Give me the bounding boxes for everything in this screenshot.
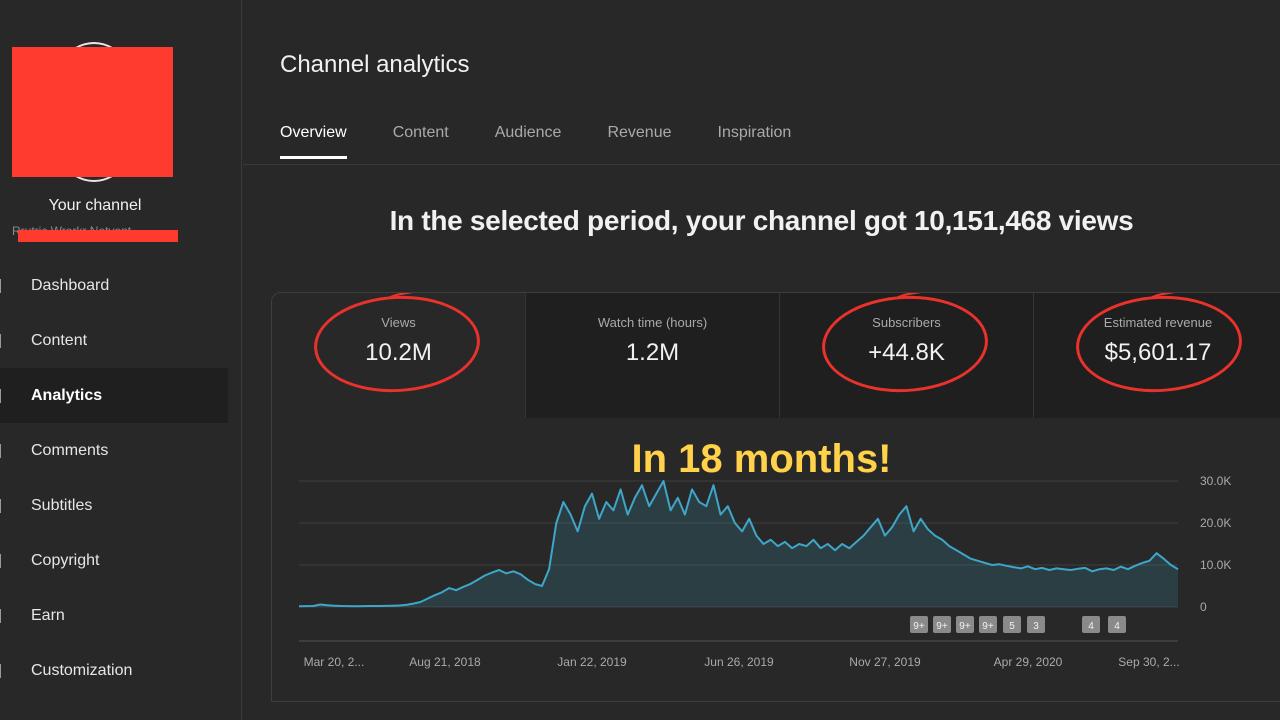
sidebar-item-label: Dashboard: [31, 276, 110, 294]
y-tick-label: 20.0K: [1200, 516, 1231, 530]
avatar[interactable]: [12, 42, 173, 182]
sidebar-item-comments[interactable]: Comments: [0, 423, 228, 478]
event-marker: [1108, 616, 1126, 633]
sidebar-item-label: Comments: [31, 441, 109, 459]
event-marker-label: 4: [1114, 621, 1120, 632]
metric-estimated-revenue[interactable]: Estimated revenue $5,601.17: [1034, 293, 1280, 418]
views-headline: In the selected period, your channel got…: [389, 205, 1134, 236]
subtitles-icon: [0, 499, 3, 513]
analytics-icon: [0, 389, 3, 403]
sidebar-nav: Dashboard Content Analytics Comments Sub…: [0, 258, 228, 698]
sidebar-item-dashboard[interactable]: Dashboard: [0, 258, 228, 313]
sidebar-item-content[interactable]: Content: [0, 313, 228, 368]
y-tick-label: 10.0K: [1200, 558, 1231, 572]
series-line: [298, 480, 1179, 608]
event-marker: [1082, 616, 1100, 633]
tab-content[interactable]: Content: [392, 124, 449, 141]
event-marker-label: 5: [1009, 621, 1015, 632]
sidebar-item-label: Copyright: [31, 551, 100, 569]
event-marker-label: 4: [1088, 621, 1094, 632]
overview-card: Views 10.2M Watch time (hours) 1.2M Subs…: [271, 292, 1280, 702]
sidebar-item-analytics[interactable]: Analytics: [0, 368, 228, 423]
avatar-redaction: [12, 47, 173, 177]
sidebar-item-copyright[interactable]: Copyright: [0, 533, 228, 588]
comments-icon: [0, 444, 3, 458]
x-tick-label: Aug 21, 2018: [409, 655, 481, 669]
x-tick-label: Mar 20, 2...: [304, 655, 365, 669]
tab-overview[interactable]: Overview: [280, 124, 347, 159]
tab-audience[interactable]: Audience: [494, 124, 562, 141]
sidebar-item-label: Subtitles: [31, 496, 93, 514]
tab-inspiration[interactable]: Inspiration: [717, 124, 792, 141]
y-tick-label: 30.0K: [1200, 474, 1231, 488]
annotation-text: In 18 months!: [631, 437, 892, 481]
sidebar-item-customization[interactable]: Customization: [0, 643, 228, 698]
event-marker-label: 9+: [959, 621, 971, 632]
x-tick-label: Nov 27, 2019: [849, 655, 921, 669]
event-marker: [910, 616, 928, 633]
earn-icon: [0, 609, 3, 623]
metric-label: Watch time (hours): [597, 315, 708, 330]
sidebar-item-label: Analytics: [31, 386, 103, 404]
page-title: Channel analytics: [280, 51, 470, 78]
event-marker: [979, 616, 997, 633]
main-panel: Channel analytics Overview Content Audie…: [243, 0, 1280, 720]
metric-views[interactable]: Views 10.2M: [272, 293, 526, 418]
event-marker-label: 9+: [936, 621, 948, 632]
metric-tabs: Views 10.2M Watch time (hours) 1.2M Subs…: [272, 293, 1280, 418]
event-marker: [933, 616, 951, 633]
x-tick-label: Jun 26, 2019: [704, 655, 774, 669]
sidebar-item-label: Customization: [31, 661, 133, 679]
metric-value: 1.2M: [625, 339, 680, 366]
metric-subscribers[interactable]: Subscribers +44.8K: [780, 293, 1034, 418]
customization-icon: [0, 664, 3, 678]
views-chart[interactable]: 30.0K 20.0K 10.0K 0 9+ 9+ 9+ 9+ 5 3 4 4 Mar 20, 2...…: [243, 0, 1280, 720]
channel-name-redaction: [18, 230, 178, 242]
tab-revenue[interactable]: Revenue: [607, 124, 672, 141]
event-marker: [1027, 616, 1045, 633]
x-tick-label: Apr 29, 2020: [994, 655, 1063, 669]
y-tick-label: 0: [1200, 600, 1207, 614]
dashboard-icon: [0, 279, 3, 293]
event-marker-label: 3: [1033, 621, 1039, 632]
tabs-divider: [243, 164, 1280, 165]
sidebar-item-subtitles[interactable]: Subtitles: [0, 478, 228, 533]
series-area: [299, 481, 1178, 607]
event-marker-label: 9+: [913, 621, 925, 632]
copyright-icon: [0, 554, 3, 568]
metric-watch-time[interactable]: Watch time (hours) 1.2M: [526, 293, 780, 418]
x-tick-label: Jan 22, 2019: [557, 655, 627, 669]
channel-title: Your channel: [48, 197, 142, 214]
sidebar: Your channel Rrutric Wrorkr Netvont Dash…: [0, 0, 242, 720]
event-marker-label: 9+: [982, 621, 994, 632]
event-marker: [956, 616, 974, 633]
sidebar-item-earn[interactable]: Earn: [0, 588, 228, 643]
sidebar-item-label: Content: [31, 331, 88, 349]
event-marker: [1003, 616, 1021, 633]
content-icon: [0, 334, 3, 348]
x-tick-label: Sep 30, 2...: [1118, 655, 1179, 669]
tab-bar: Overview Content Audience Revenue Inspir…: [280, 124, 791, 159]
sidebar-item-label: Earn: [31, 606, 65, 624]
